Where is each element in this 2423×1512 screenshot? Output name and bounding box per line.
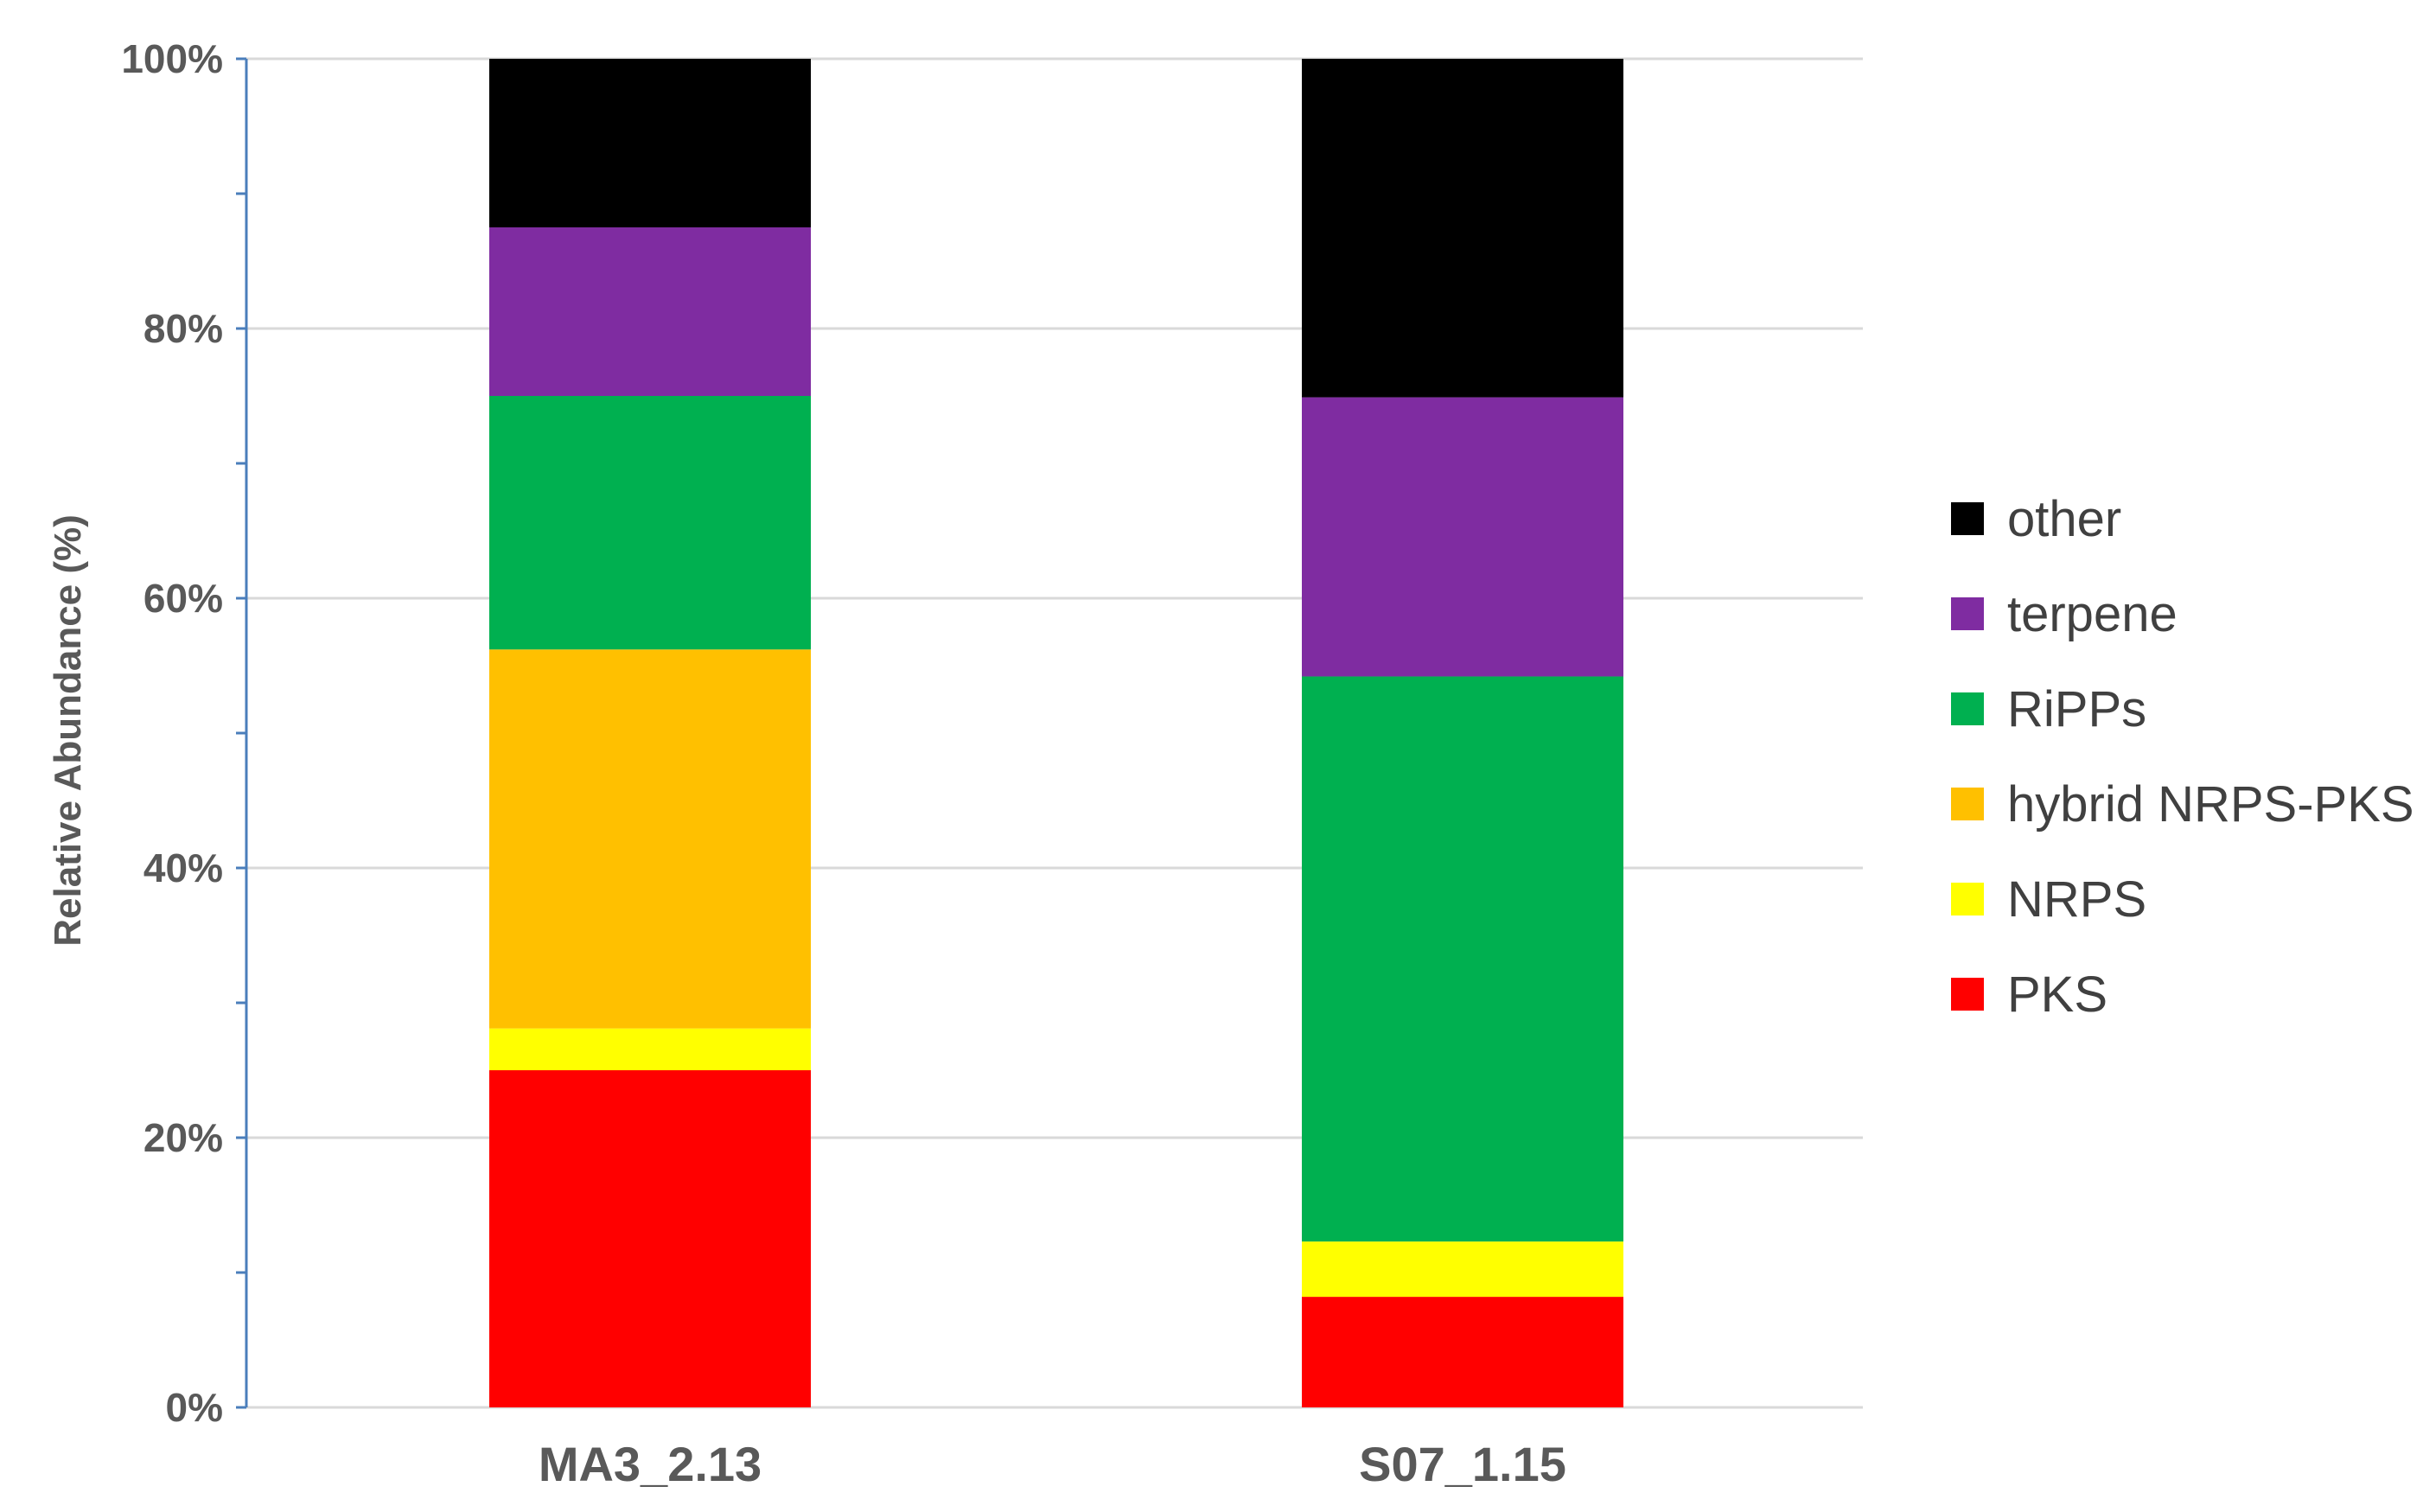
- y-tick-label: 60%: [143, 576, 223, 621]
- legend-label: hybrid NRPS-PKS: [2007, 776, 2414, 833]
- y-tick-label: 100%: [121, 36, 223, 81]
- y-tick-label: 20%: [143, 1115, 223, 1160]
- y-tick-labels: 0% 20% 40% 60% 80% 100%: [121, 36, 223, 1430]
- legend-label: NRPS: [2007, 871, 2146, 928]
- bar-segment-pks: [489, 1070, 811, 1407]
- legend-swatch: [1951, 597, 1984, 630]
- y-tick-label: 80%: [143, 306, 223, 351]
- x-category-labels: MA3_2.13 S07_1.15: [539, 1437, 1566, 1491]
- legend-label: PKS: [2007, 967, 2107, 1023]
- y-tick-label: 0%: [166, 1385, 223, 1430]
- legend-label: terpene: [2007, 586, 2178, 642]
- bars: [489, 59, 1623, 1407]
- y-axis: [236, 57, 248, 1409]
- legend-swatch: [1951, 692, 1984, 725]
- legend: other terpene RiPPs hybrid NRPS-PKS NRPS PKS: [1951, 491, 2414, 1023]
- legend-label: other: [2007, 491, 2121, 547]
- x-category-label: S07_1.15: [1359, 1437, 1566, 1491]
- legend-label: RiPPs: [2007, 681, 2146, 737]
- bar-segment-terpene: [1302, 397, 1623, 677]
- y-tick-label: 40%: [143, 845, 223, 890]
- legend-swatch: [1951, 788, 1984, 820]
- bar-segment-nrps: [1302, 1241, 1623, 1298]
- bar-segment-other: [489, 59, 811, 227]
- y-axis-title: Relative Abundance (%): [47, 514, 89, 947]
- bar-segment-ripps: [1302, 676, 1623, 1242]
- legend-swatch: [1951, 883, 1984, 915]
- bar-segment-nrps: [489, 1028, 811, 1070]
- bar-segment-hybrid-nrps-pks: [489, 649, 811, 1029]
- legend-swatch: [1951, 978, 1984, 1011]
- bar-segment-pks: [1302, 1297, 1623, 1407]
- legend-swatch: [1951, 502, 1984, 535]
- bar-segment-ripps: [489, 396, 811, 650]
- bar-segment-other: [1302, 59, 1623, 398]
- x-category-label: MA3_2.13: [539, 1437, 762, 1491]
- bar-segment-terpene: [489, 227, 811, 396]
